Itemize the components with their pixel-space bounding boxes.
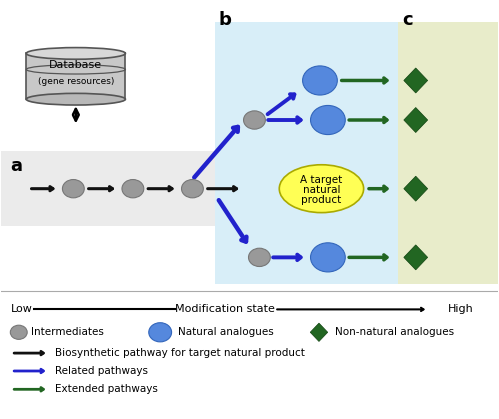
Text: Intermediates: Intermediates — [31, 327, 104, 337]
Circle shape — [310, 106, 345, 134]
Text: c: c — [402, 11, 413, 29]
Circle shape — [310, 243, 345, 272]
Circle shape — [149, 323, 172, 342]
Text: Related pathways: Related pathways — [55, 366, 148, 376]
Text: Extended pathways: Extended pathways — [55, 384, 158, 394]
Circle shape — [10, 325, 27, 339]
Text: Non-natural analogues: Non-natural analogues — [335, 327, 455, 337]
Text: product: product — [301, 195, 342, 205]
FancyBboxPatch shape — [215, 22, 398, 285]
Text: b: b — [219, 11, 232, 29]
Text: natural: natural — [303, 185, 340, 195]
Circle shape — [302, 66, 337, 95]
Polygon shape — [310, 323, 328, 341]
Text: Modification state: Modification state — [175, 304, 274, 314]
Text: Low: Low — [11, 304, 33, 314]
Circle shape — [122, 179, 144, 198]
FancyBboxPatch shape — [398, 22, 498, 285]
Polygon shape — [404, 68, 428, 93]
Polygon shape — [404, 108, 428, 132]
Circle shape — [182, 179, 204, 198]
Ellipse shape — [26, 48, 125, 59]
Text: Database: Database — [49, 59, 102, 70]
Text: A target: A target — [300, 175, 343, 184]
Text: (gene resources): (gene resources) — [37, 77, 114, 86]
Ellipse shape — [26, 93, 125, 105]
Text: Biosynthetic pathway for target natural product: Biosynthetic pathway for target natural … — [55, 348, 305, 358]
FancyBboxPatch shape — [1, 151, 498, 226]
Polygon shape — [404, 245, 428, 270]
Text: Natural analogues: Natural analogues — [178, 327, 273, 337]
Text: a: a — [10, 157, 22, 175]
FancyBboxPatch shape — [26, 53, 125, 99]
Polygon shape — [404, 176, 428, 201]
Ellipse shape — [279, 165, 364, 212]
Circle shape — [62, 179, 84, 198]
Circle shape — [244, 111, 265, 129]
Text: High: High — [448, 304, 474, 314]
Circle shape — [249, 248, 270, 266]
